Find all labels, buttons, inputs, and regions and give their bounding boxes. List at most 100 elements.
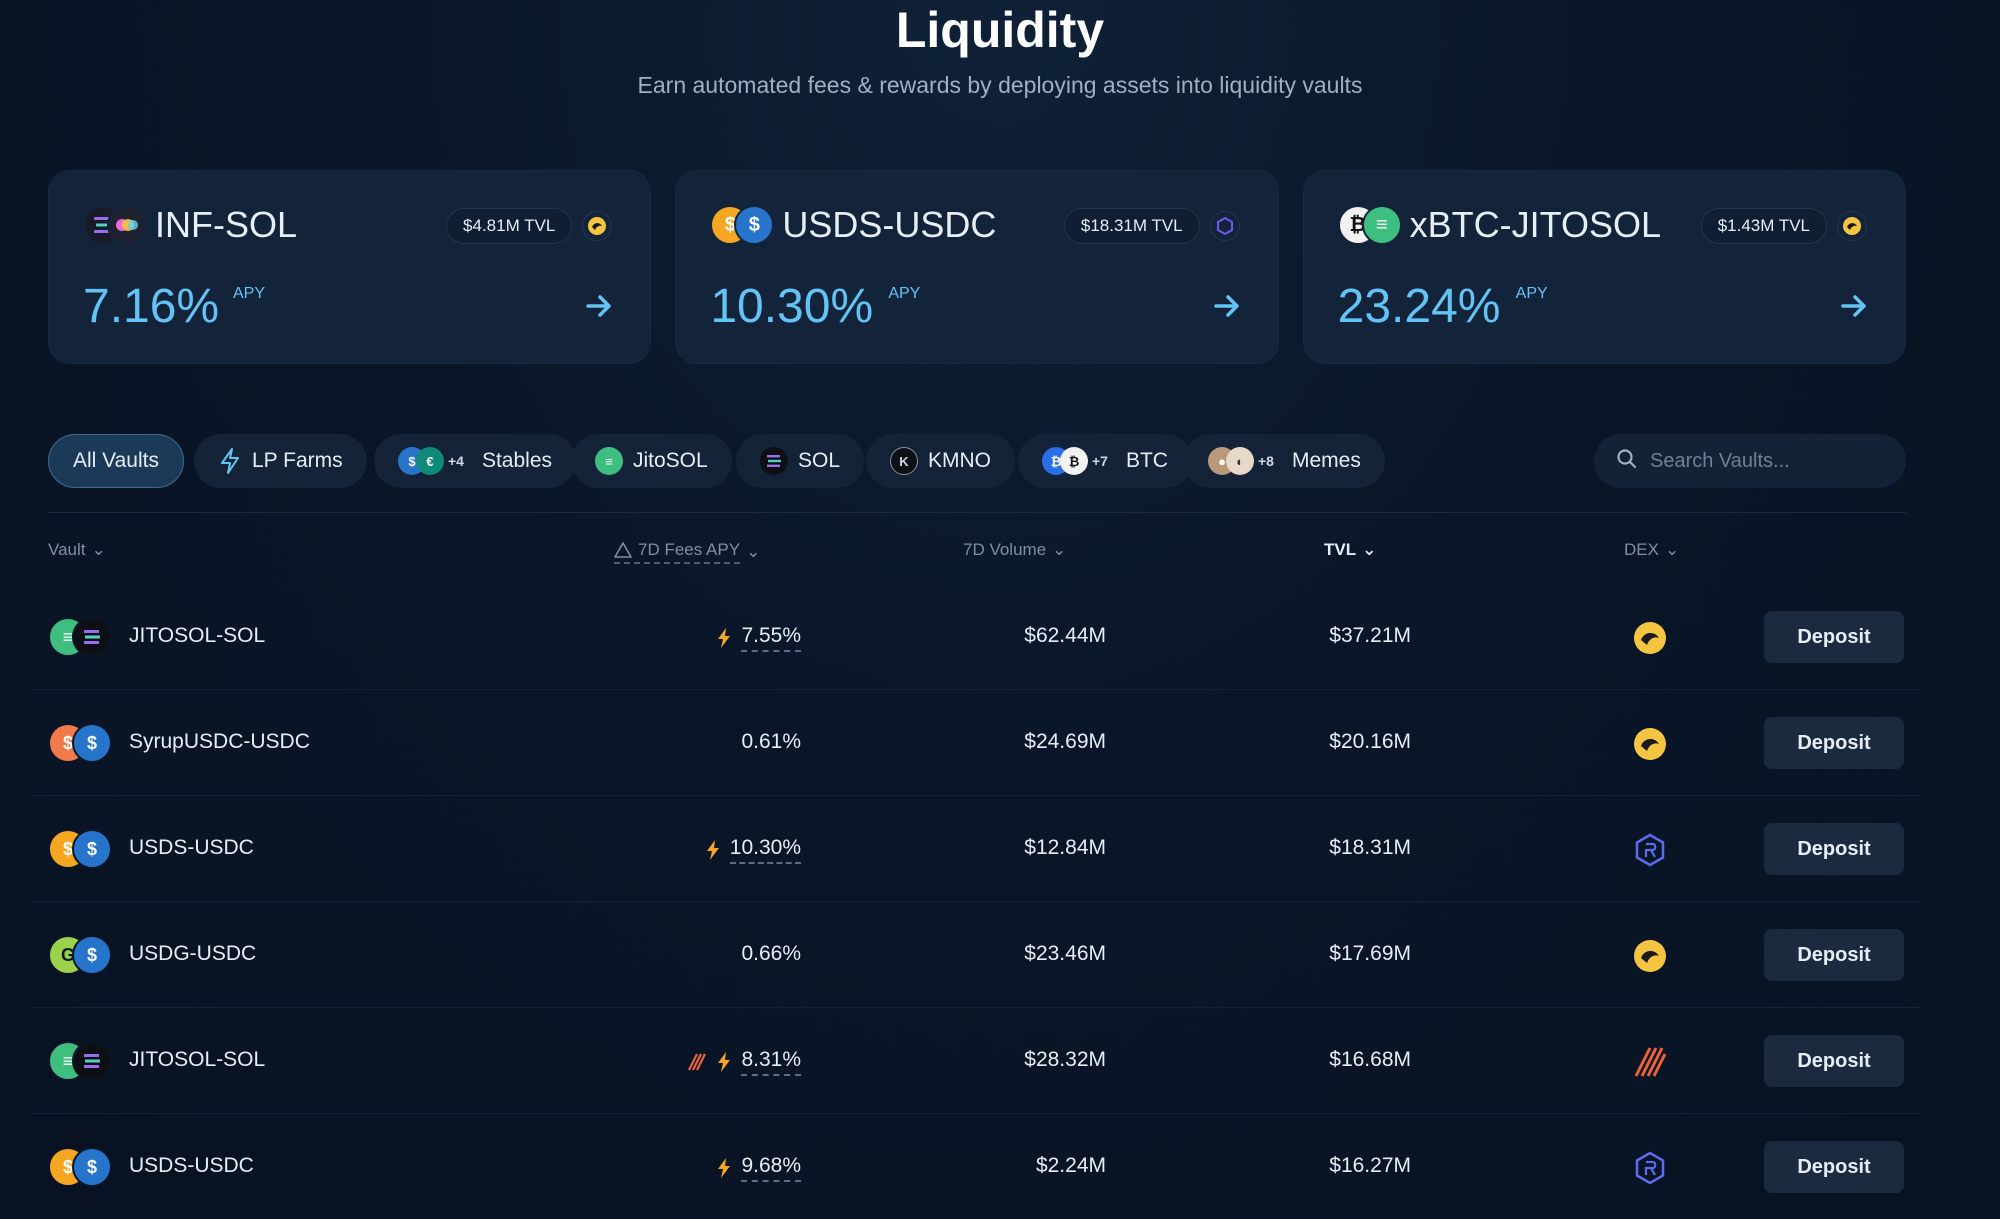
featured-apy-value: 7.16% xyxy=(83,280,220,333)
usdc-token-icon: $ xyxy=(72,723,112,763)
deposit-button[interactable]: Deposit xyxy=(1764,611,1904,663)
chevron-down-icon: ⌄ xyxy=(1664,540,1680,559)
pair-icons: $ $ xyxy=(48,829,112,869)
filter-memes[interactable]: ● ◐ +8 Memes xyxy=(1184,434,1385,488)
filter-sol[interactable]: SOL xyxy=(736,434,865,488)
deposit-button[interactable]: Deposit xyxy=(1764,1035,1904,1087)
fees-apy-cell: 10.30% xyxy=(706,836,801,864)
tvl-value: $37.21M xyxy=(1329,624,1411,647)
filter-kmno[interactable]: K KMNO xyxy=(866,434,1015,488)
usdc-token-icon: $ xyxy=(72,935,112,975)
filter-btc[interactable]: ₿ ₿ +7 BTC xyxy=(1018,434,1192,488)
deposit-button[interactable]: Deposit xyxy=(1764,929,1904,981)
table-row[interactable]: $ $ SyrupUSDC-USDC 0.61% $24.69M $20.16M… xyxy=(32,690,1920,796)
filter-stables[interactable]: $ € +4 Stables xyxy=(374,434,577,488)
tvl-badge: $4.81M TVL xyxy=(446,208,573,244)
pair-icons: $ $ xyxy=(48,1147,112,1187)
lightning-icon xyxy=(718,628,731,648)
fees-apy-cell: 9.68% xyxy=(717,1154,801,1182)
table-header: Vault ⌄ 7D Fees APY ⌄ 7D Volume ⌄ TVL ⌄ DEX… xyxy=(48,540,1906,564)
featured-vaults: INF-SOL $4.81M TVL 7.16% APY $ $ USDS-US… xyxy=(48,170,1906,364)
filter-all-vaults[interactable]: All Vaults xyxy=(48,434,184,488)
lightning-icon xyxy=(718,1158,731,1178)
col-volume[interactable]: 7D Volume ⌄ xyxy=(963,540,1067,559)
fees-apy-cell: 7.55% xyxy=(717,624,801,652)
page-title: Liquidity xyxy=(895,2,1105,58)
chip-label: KMNO xyxy=(928,449,991,472)
pair-icons: ₿ ≡ xyxy=(1337,205,1402,245)
apy-value[interactable]: 9.68% xyxy=(741,1154,801,1182)
filter-jitosol[interactable]: ≡ JitoSOL xyxy=(571,434,732,488)
apy-value[interactable]: 8.31% xyxy=(741,1048,801,1076)
tvl-badge: $18.31M TVL xyxy=(1063,208,1200,244)
table-row[interactable]: $ $ USDS-USDC 10.30% $12.84M $18.31M Dep… xyxy=(32,796,1920,902)
featured-apy-value: 23.24% xyxy=(1337,280,1501,333)
search-vaults[interactable] xyxy=(1594,434,1906,488)
chevron-down-icon: ⌄ xyxy=(746,542,761,561)
orca-dex-icon xyxy=(1632,938,1668,974)
jitosol-token-icon: ≡ xyxy=(595,447,623,475)
col-vault[interactable]: Vault ⌄ xyxy=(48,540,106,559)
divider xyxy=(48,512,1906,513)
apy-label: APY xyxy=(888,285,921,302)
orca-dex-icon xyxy=(582,211,613,241)
vault-name: JITOSOL-SOL xyxy=(129,1048,266,1071)
page-subtitle: Earn automated fees & rewards by deployi… xyxy=(637,72,1363,98)
table-row[interactable]: ≡ JITOSOL-SOL 7.55% $62.44M $37.21M Depo… xyxy=(32,584,1920,690)
fees-apy-cell: 8.31% xyxy=(687,1048,801,1076)
deposit-button[interactable]: Deposit xyxy=(1764,823,1904,875)
col-dex[interactable]: DEX ⌄ xyxy=(1624,540,1680,559)
featured-card-usds-usdc[interactable]: $ $ USDS-USDC $18.31M TVL 10.30% APY xyxy=(675,170,1279,364)
apy-label: APY xyxy=(233,285,266,302)
col-tvl[interactable]: TVL ⌄ xyxy=(1324,540,1377,559)
col-fees-apy[interactable]: 7D Fees APY ⌄ xyxy=(614,540,760,564)
stables-token-icons: $ € +4 xyxy=(398,447,472,475)
vault-filters: All Vaults LP Farms $ € +4 Stables ≡ Jit… xyxy=(48,434,1906,488)
volume-value: $23.46M xyxy=(1024,942,1106,965)
deposit-button[interactable]: Deposit xyxy=(1764,1141,1904,1193)
arrow-right-icon[interactable] xyxy=(1839,291,1869,326)
meteora-reward-icon xyxy=(688,1053,707,1071)
arrow-right-icon[interactable] xyxy=(584,291,614,326)
raydium-dex-icon xyxy=(1209,211,1240,241)
vault-name: USDS-USDC xyxy=(129,1154,254,1177)
apy-value: 0.61% xyxy=(741,730,801,753)
filter-lp-farms[interactable]: LP Farms xyxy=(194,434,367,488)
sol-token-icon xyxy=(72,1041,112,1081)
apy-label: APY xyxy=(1515,285,1548,302)
featured-card-inf-sol[interactable]: INF-SOL $4.81M TVL 7.16% APY xyxy=(48,170,652,364)
chip-label: BTC xyxy=(1125,449,1168,472)
arrow-right-icon[interactable] xyxy=(1212,291,1242,326)
meteora-dex-icon xyxy=(1632,1044,1668,1080)
chevron-down-icon: ⌄ xyxy=(1362,540,1377,559)
featured-vault-name: xBTC-JITOSOL xyxy=(1409,204,1662,245)
pair-icons: ≡ xyxy=(48,1041,112,1081)
featured-card-xbtc-jitosol[interactable]: ₿ ≡ xBTC-JITOSOL $1.43M TVL 23.24% APY xyxy=(1302,170,1906,364)
tvl-value: $16.68M xyxy=(1329,1048,1411,1071)
page-header: Liquidity Earn automated fees & rewards … xyxy=(0,0,2000,99)
sol-token-icon xyxy=(72,617,112,657)
table-row[interactable]: $ $ USDS-USDC 9.68% $2.24M $16.27M Depos… xyxy=(32,1114,1920,1219)
chip-label: LP Farms xyxy=(252,449,343,472)
jitosol-token-icon: ≡ xyxy=(1361,205,1402,245)
table-row[interactable]: ≡ JITOSOL-SOL 8.31% $28.32M $16.68M Depo… xyxy=(32,1008,1920,1114)
search-input[interactable] xyxy=(1650,449,1890,473)
sol-token-icon xyxy=(760,447,788,475)
tvl-value: $17.69M xyxy=(1329,942,1411,965)
tvl-value: $16.27M xyxy=(1329,1154,1411,1177)
chip-label: All Vaults xyxy=(73,449,159,472)
table-row[interactable]: G $ USDG-USDC 0.66% $23.46M $17.69M Depo… xyxy=(32,902,1920,1008)
deposit-button[interactable]: Deposit xyxy=(1764,717,1904,769)
chevron-down-icon: ⌄ xyxy=(91,540,106,559)
warning-icon xyxy=(614,542,632,558)
apy-value[interactable]: 7.55% xyxy=(741,624,801,652)
lightning-icon xyxy=(706,840,719,860)
chevron-down-icon: ⌄ xyxy=(1052,540,1067,559)
volume-value: $62.44M xyxy=(1024,624,1106,647)
apy-value: 0.66% xyxy=(741,942,801,965)
pair-icons: $ $ xyxy=(710,205,775,245)
featured-vault-name: INF-SOL xyxy=(155,204,298,245)
orca-dex-icon xyxy=(1632,620,1668,656)
apy-value[interactable]: 10.30% xyxy=(729,836,801,864)
usdc-token-icon: $ xyxy=(72,1147,112,1187)
